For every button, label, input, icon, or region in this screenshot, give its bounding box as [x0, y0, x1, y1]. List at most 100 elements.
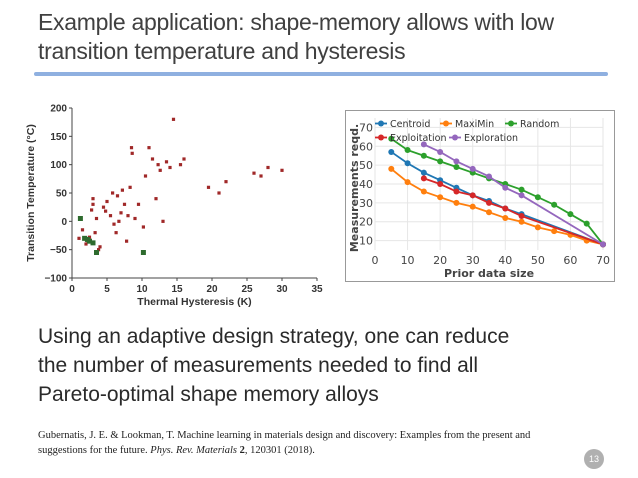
data-point: [111, 191, 115, 195]
pareto-point: [94, 250, 99, 255]
x-tick-label: 10: [136, 284, 148, 295]
x-tick-label: 10: [401, 254, 415, 267]
data-point: [136, 202, 141, 206]
data-point: [150, 157, 155, 161]
legend-entry-centroid: Centroid: [390, 119, 430, 130]
series-point-random: [534, 194, 541, 201]
data-point: [90, 208, 94, 212]
series-point-maximin: [502, 214, 509, 221]
x-tick-label: 5: [104, 284, 110, 295]
x-tick-label: 70: [596, 254, 610, 267]
series-point-maximin: [388, 165, 395, 172]
data-point: [91, 197, 95, 201]
body-line-1: Using an adaptive design strategy, one c…: [38, 325, 510, 348]
data-point: [206, 185, 211, 189]
slide-title: Example application: shape-memory allows…: [38, 8, 608, 66]
series-point-centroid: [388, 148, 395, 155]
data-point: [108, 214, 113, 218]
y-tick-label: 0: [61, 217, 67, 228]
x-tick-label: 20: [433, 254, 447, 267]
series-point-exploration: [453, 158, 460, 165]
legend-swatch-marker: [443, 120, 449, 127]
series-point-exploration: [486, 173, 492, 180]
data-point: [94, 216, 99, 221]
x-tick-label: 30: [276, 284, 288, 295]
reference-pre: suggestions for the future.: [38, 445, 151, 456]
data-point: [143, 174, 148, 178]
data-point: [141, 225, 145, 229]
data-point: [266, 165, 270, 170]
data-point: [158, 168, 162, 172]
series-point-exploitation: [420, 175, 427, 182]
data-point: [80, 228, 85, 232]
data-point: [259, 174, 263, 178]
series-point-maximin: [469, 203, 476, 210]
legend-swatch-marker: [452, 134, 458, 141]
y-tick-label: 50: [56, 189, 68, 200]
reference-line-1: Gubernatis, J. E. & Lookman, T. Machine …: [38, 430, 531, 441]
x-tick-label: 0: [69, 284, 75, 295]
page-number-badge: 13: [584, 449, 604, 469]
data-point: [122, 202, 127, 206]
series-point-maximin: [437, 194, 444, 201]
data-point: [171, 117, 176, 121]
series-point-exploitation: [502, 205, 509, 212]
series-point-maximin: [534, 224, 541, 231]
data-point: [161, 219, 165, 223]
legend-entry-exploration: Exploration: [464, 133, 518, 144]
data-point: [117, 219, 121, 223]
data-point: [178, 163, 183, 167]
x-tick-label: 15: [171, 284, 183, 295]
series-point-random: [420, 152, 427, 159]
series-point-exploration: [437, 148, 444, 155]
data-point: [114, 231, 118, 235]
x-tick-label: 35: [311, 284, 323, 295]
reference-line-2: suggestions for the future. Phys. Rev. M…: [38, 443, 578, 458]
data-point: [84, 242, 88, 246]
data-point: [252, 171, 256, 175]
series-point-centroid: [420, 169, 427, 176]
data-point: [280, 168, 284, 172]
series-point-exploration: [600, 241, 606, 248]
legend-entry-random: Random: [520, 119, 559, 130]
pareto-point: [82, 235, 88, 241]
body-text: Using an adaptive design strategy, one c…: [38, 322, 598, 409]
series-point-maximin: [453, 199, 460, 206]
data-point: [93, 231, 97, 235]
series-point-random: [453, 164, 460, 171]
legend-entry-exploitation: Exploitation: [390, 133, 447, 144]
x-tick-label: 60: [563, 254, 577, 267]
series-point-random: [518, 186, 525, 193]
y-tick-label: −50: [50, 245, 67, 256]
data-point: [101, 205, 106, 209]
series-point-random: [437, 158, 444, 165]
data-point: [104, 209, 108, 213]
series-point-exploration: [420, 141, 427, 148]
series-point-random: [551, 201, 558, 208]
y-tick-label: 70: [359, 121, 373, 134]
x-tick-label: 25: [241, 284, 253, 295]
y-tick-label: 10: [359, 235, 373, 248]
body-line-3: Pareto-optimal shape memory alloys: [38, 383, 379, 406]
data-point: [154, 197, 158, 201]
y-tick-label: 50: [359, 159, 373, 172]
reference-journal: Phys. Rev. Materials: [150, 445, 237, 456]
y-tick-label: 60: [359, 140, 373, 153]
x-tick-label: 40: [498, 254, 512, 267]
body-line-2: the number of measurements needed to fin…: [38, 354, 479, 377]
data-point: [217, 191, 221, 195]
legend-swatch-marker: [378, 120, 384, 127]
series-point-maximin: [518, 218, 525, 225]
y-tick-label: 200: [50, 104, 67, 115]
series-point-exploration: [518, 192, 525, 199]
series-point-exploration: [502, 184, 509, 191]
data-point: [224, 180, 228, 184]
series-point-exploitation: [437, 181, 444, 187]
data-point: [119, 211, 123, 215]
y-tick-label: 40: [359, 178, 373, 191]
title-line-2: transition temperature and hysteresis: [38, 38, 406, 64]
data-point: [98, 245, 102, 249]
data-point: [91, 202, 95, 206]
series-point-random: [567, 211, 574, 218]
data-point: [164, 160, 169, 164]
